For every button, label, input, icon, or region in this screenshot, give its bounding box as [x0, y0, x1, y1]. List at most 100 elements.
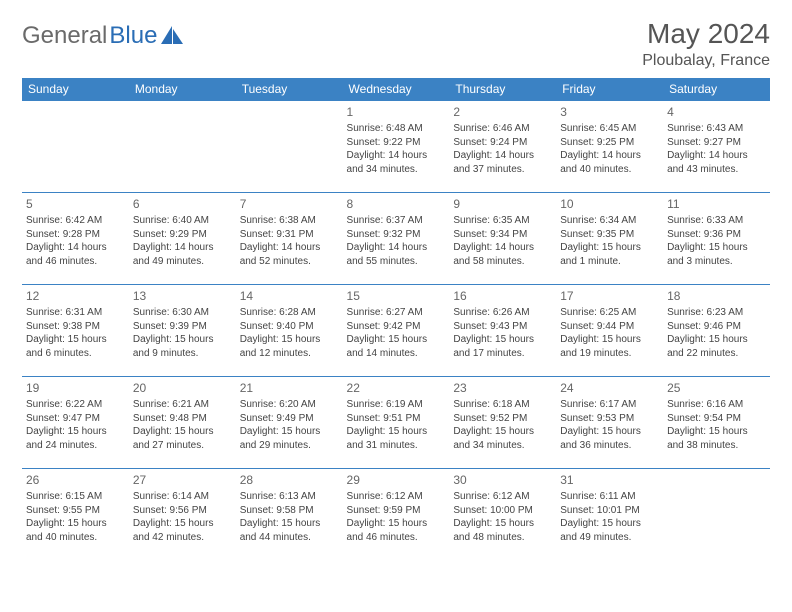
- day-cell: 9 Sunrise: 6:35 AMSunset: 9:34 PMDaylight…: [449, 193, 556, 285]
- day-number: 2: [453, 104, 552, 120]
- daylight-line-2: and 12 minutes.: [240, 347, 339, 361]
- sunset-line: Sunset: 10:00 PM: [453, 504, 552, 518]
- sunset-line: Sunset: 9:24 PM: [453, 136, 552, 150]
- sunrise-line: Sunrise: 6:19 AM: [347, 398, 446, 412]
- day-number: 9: [453, 196, 552, 212]
- day-cell: 30Sunrise: 6:12 AMSunset: 10:00 PMDaylig…: [449, 469, 556, 561]
- day-cell: 19Sunrise: 6:22 AMSunset: 9:47 PMDayligh…: [22, 377, 129, 469]
- day-number: 27: [133, 472, 232, 488]
- daylight-line-2: and 17 minutes.: [453, 347, 552, 361]
- day-cell: 8Sunrise: 6:37 AMSunset: 9:32 PMDaylight…: [343, 193, 450, 285]
- daylight-line: Daylight: 15 hours: [667, 333, 766, 347]
- daylight-line: Daylight: 15 hours: [560, 517, 659, 531]
- day-cell: 1Sunrise: 6:48 AMSunset: 9:22 PMDaylight…: [343, 101, 450, 193]
- day-cell: 22Sunrise: 6:19 AMSunset: 9:51 PMDayligh…: [343, 377, 450, 469]
- day-cell: 29Sunrise: 6:12 AMSunset: 9:59 PMDayligh…: [343, 469, 450, 561]
- day-cell: 10Sunrise: 6:34 AMSunset: 9:35 PMDayligh…: [556, 193, 663, 285]
- daylight-line: Daylight: 14 hours: [347, 149, 446, 163]
- sunrise-line: Sunrise: 6:43 AM: [667, 122, 766, 136]
- day-number: 12: [26, 288, 125, 304]
- daylight-line-2: and 9 minutes.: [133, 347, 232, 361]
- daylight-line-2: and 46 minutes.: [347, 531, 446, 545]
- day-number: 3: [560, 104, 659, 120]
- sunset-line: Sunset: 9:40 PM: [240, 320, 339, 334]
- daylight-line-2: and 22 minutes.: [667, 347, 766, 361]
- daylight-line: Daylight: 15 hours: [560, 425, 659, 439]
- sunset-line: Sunset: 9:36 PM: [667, 228, 766, 242]
- daylight-line: Daylight: 15 hours: [133, 517, 232, 531]
- daylight-line-2: and 40 minutes.: [560, 163, 659, 177]
- day-number: 4: [667, 104, 766, 120]
- day-cell: 23Sunrise: 6:18 AMSunset: 9:52 PMDayligh…: [449, 377, 556, 469]
- day-cell: 28Sunrise: 6:13 AMSunset: 9:58 PMDayligh…: [236, 469, 343, 561]
- sunrise-line: Sunrise: 6:42 AM: [26, 214, 125, 228]
- day-cell: 27Sunrise: 6:14 AMSunset: 9:56 PMDayligh…: [129, 469, 236, 561]
- sunrise-line: Sunrise: 6:25 AM: [560, 306, 659, 320]
- daylight-line-2: and 55 minutes.: [347, 255, 446, 269]
- weekday-header: Monday: [129, 78, 236, 101]
- daylight-line: Daylight: 15 hours: [347, 425, 446, 439]
- day-number: 11: [667, 196, 766, 212]
- daylight-line: Daylight: 15 hours: [26, 425, 125, 439]
- sunrise-line: Sunrise: 6:34 AM: [560, 214, 659, 228]
- title-block: May 2024 Ploubalay, France: [642, 18, 770, 70]
- sunset-line: Sunset: 9:35 PM: [560, 228, 659, 242]
- sunrise-line: Sunrise: 6:37 AM: [347, 214, 446, 228]
- daylight-line-2: and 34 minutes.: [347, 163, 446, 177]
- day-cell: 12Sunrise: 6:31 AMSunset: 9:38 PMDayligh…: [22, 285, 129, 377]
- sunrise-line: Sunrise: 6:20 AM: [240, 398, 339, 412]
- sunrise-line: Sunrise: 6:12 AM: [453, 490, 552, 504]
- day-number: 13: [133, 288, 232, 304]
- sunrise-line: Sunrise: 6:15 AM: [26, 490, 125, 504]
- daylight-line: Daylight: 15 hours: [240, 517, 339, 531]
- sunset-line: Sunset: 9:32 PM: [347, 228, 446, 242]
- daylight-line: Daylight: 15 hours: [667, 425, 766, 439]
- day-number: 23: [453, 380, 552, 396]
- day-number: 16: [453, 288, 552, 304]
- daylight-line-2: and 24 minutes.: [26, 439, 125, 453]
- day-number: 17: [560, 288, 659, 304]
- day-cell: 25Sunrise: 6:16 AMSunset: 9:54 PMDayligh…: [663, 377, 770, 469]
- day-number: 5: [26, 196, 125, 212]
- daylight-line-2: and 46 minutes.: [26, 255, 125, 269]
- day-cell: 31Sunrise: 6:11 AMSunset: 10:01 PMDaylig…: [556, 469, 663, 561]
- day-cell: 4Sunrise: 6:43 AMSunset: 9:27 PMDaylight…: [663, 101, 770, 193]
- sunrise-line: Sunrise: 6:16 AM: [667, 398, 766, 412]
- daylight-line-2: and 37 minutes.: [453, 163, 552, 177]
- day-cell: 18Sunrise: 6:23 AMSunset: 9:46 PMDayligh…: [663, 285, 770, 377]
- daylight-line: Daylight: 15 hours: [453, 425, 552, 439]
- daylight-line-2: and 49 minutes.: [133, 255, 232, 269]
- sunset-line: Sunset: 9:38 PM: [26, 320, 125, 334]
- daylight-line-2: and 48 minutes.: [453, 531, 552, 545]
- day-number: 19: [26, 380, 125, 396]
- day-number: 26: [26, 472, 125, 488]
- daylight-line: Daylight: 14 hours: [240, 241, 339, 255]
- sunset-line: Sunset: 9:55 PM: [26, 504, 125, 518]
- sunrise-line: Sunrise: 6:35 AM: [453, 214, 552, 228]
- sunset-line: Sunset: 9:34 PM: [453, 228, 552, 242]
- daylight-line-2: and 44 minutes.: [240, 531, 339, 545]
- day-cell: 24Sunrise: 6:17 AMSunset: 9:53 PMDayligh…: [556, 377, 663, 469]
- sunset-line: Sunset: 9:29 PM: [133, 228, 232, 242]
- sunrise-line: Sunrise: 6:31 AM: [26, 306, 125, 320]
- sunrise-line: Sunrise: 6:38 AM: [240, 214, 339, 228]
- daylight-line: Daylight: 14 hours: [26, 241, 125, 255]
- day-number: 30: [453, 472, 552, 488]
- weekday-header: Friday: [556, 78, 663, 101]
- daylight-line: Daylight: 15 hours: [133, 333, 232, 347]
- day-number: 28: [240, 472, 339, 488]
- daylight-line: Daylight: 15 hours: [133, 425, 232, 439]
- day-cell: 5Sunrise: 6:42 AMSunset: 9:28 PMDaylight…: [22, 193, 129, 285]
- calendar-head: SundayMondayTuesdayWednesdayThursdayFrid…: [22, 78, 770, 101]
- sunset-line: Sunset: 9:53 PM: [560, 412, 659, 426]
- empty-cell: [129, 101, 236, 193]
- daylight-line-2: and 49 minutes.: [560, 531, 659, 545]
- daylight-line-2: and 58 minutes.: [453, 255, 552, 269]
- day-number: 25: [667, 380, 766, 396]
- day-cell: 15Sunrise: 6:27 AMSunset: 9:42 PMDayligh…: [343, 285, 450, 377]
- sunrise-line: Sunrise: 6:23 AM: [667, 306, 766, 320]
- calendar-body: 1Sunrise: 6:48 AMSunset: 9:22 PMDaylight…: [22, 101, 770, 561]
- sunset-line: Sunset: 9:46 PM: [667, 320, 766, 334]
- sunset-line: Sunset: 9:59 PM: [347, 504, 446, 518]
- daylight-line: Daylight: 14 hours: [453, 241, 552, 255]
